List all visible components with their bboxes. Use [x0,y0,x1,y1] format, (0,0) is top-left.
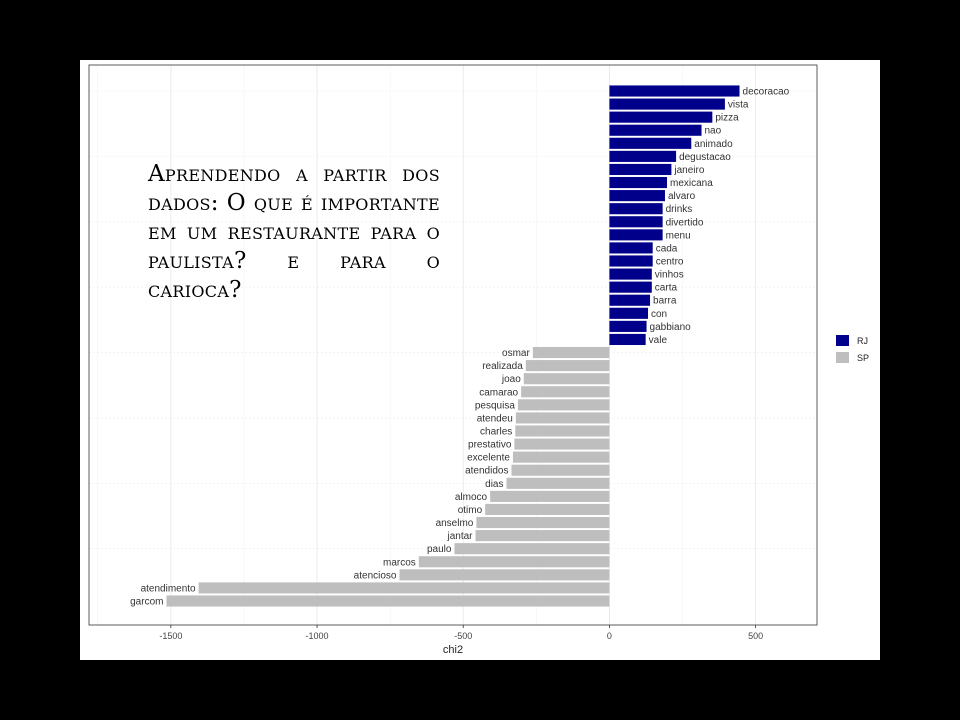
bar-label-degustacao: degustacao [679,152,731,163]
bar-barra [609,294,651,306]
bar-vale [609,333,646,346]
bar-label-atencioso: atencioso [354,570,397,581]
bar-pesquisa [517,399,610,411]
bar-decoracao [609,85,740,97]
bar-menu [609,229,663,241]
bar-label-barra: barra [653,296,677,307]
bar-anselmo [476,516,610,529]
bar-carta [609,281,652,293]
bar-label-otimo: otimo [458,505,483,516]
bars [166,85,740,607]
bar-label-camarao: camarao [479,387,518,398]
bar-degustacao [609,150,677,162]
bar-label-atendeu: atendeu [477,413,513,424]
legend-key-RJ [836,335,849,346]
bar-label-dias: dias [485,479,503,490]
bar-label-realizada: realizada [482,361,523,372]
bar-alvaro [609,190,665,202]
bar-label-pesquisa: pesquisa [475,400,515,411]
legend-label-RJ: RJ [857,336,868,346]
bar-almoco [490,490,610,502]
bar-label-excelente: excelente [467,453,510,464]
bar-label-carta: carta [655,283,678,294]
bar-label-jantar: jantar [446,531,473,542]
bar-label-charles: charles [480,427,512,438]
bar-otimo [485,503,610,516]
bar-label-nao: nao [705,126,722,137]
bar-realizada [525,360,610,372]
slide: decoracao vista pizza nao animado degustacao j… [80,60,880,660]
x-tick-label: -1000 [306,631,329,641]
bar-label-menu: menu [666,230,691,241]
bar-animado [609,137,692,149]
bar-con [609,307,649,319]
bar-label-cada: cada [656,243,678,254]
x-tick-label: -1500 [159,631,182,641]
bar-label-con: con [651,309,667,320]
bar-drinks [609,203,663,215]
bar-marcos [418,556,610,568]
bar-label-prestativo: prestativo [468,440,512,451]
bar-dias [506,477,610,489]
bar-label-vista: vista [728,100,749,111]
bar-label-drinks: drinks [666,204,693,215]
bar-divertido [609,216,663,228]
bar-osmar [532,346,610,359]
bar-atencioso [399,569,610,581]
bar-pizza [609,111,713,123]
bar-label-garcom: garcom [130,597,163,608]
x-tick-label: 500 [748,631,763,641]
bar-janeiro [609,163,672,176]
x-tick-label: -500 [454,631,472,641]
bar-atendidos [511,464,610,476]
legend-key-SP [836,352,849,363]
bar-jantar [475,530,610,542]
bar-mexicana [609,176,668,189]
bar-label-alvaro: alvaro [668,191,696,202]
bar-label-marcos: marcos [383,557,416,568]
bar-label-anselmo: anselmo [436,518,474,529]
bar-label-mexicana: mexicana [670,178,713,189]
x-axis-title: chi2 [443,644,463,656]
bar-label-vinhos: vinhos [655,270,684,281]
bar-label-almoco: almoco [455,492,488,503]
bar-label-atendimento: atendimento [141,583,196,594]
bar-label-pizza: pizza [715,113,739,124]
bar-label-osmar: osmar [502,348,530,359]
bar-labels: decoracao vista pizza nao animado degustacao j… [130,87,790,608]
x-axis: -1500 -1000 -500 0 500 [159,625,763,641]
legend-label-SP: SP [857,353,869,363]
legend: RJ SP [836,335,869,363]
bar-label-animado: animado [694,139,733,150]
bar-label-gabbiano: gabbiano [650,322,692,333]
chi2-bar-chart: decoracao vista pizza nao animado degustacao j… [88,64,869,656]
bar-label-janeiro: janeiro [673,165,704,176]
x-tick-label: 0 [607,631,612,641]
bar-vinhos [609,268,652,280]
grid [89,65,817,625]
bar-centro [609,255,653,267]
bar-cada [609,242,653,254]
bar-label-joao: joao [501,374,521,385]
bar-paulo [454,543,610,555]
bar-nao [609,124,702,136]
panel-border [88,64,818,626]
bar-joao [523,373,610,385]
bar-label-paulo: paulo [427,544,452,555]
bar-excelente [512,451,610,463]
bar-gabbiano [609,320,647,332]
bar-camarao [521,386,610,398]
bar-charles [515,425,610,437]
bar-atendimento [198,582,610,594]
bar-label-atendidos: atendidos [465,466,508,477]
bar-label-vale: vale [649,335,668,346]
bar-prestativo [514,438,610,450]
bar-label-decoracao: decoracao [743,87,790,98]
slide-title: Aprendendo a partir dos dados: O que é i… [148,161,440,303]
bar-label-centro: centro [656,257,684,268]
bar-atendeu [515,412,610,424]
bar-garcom [166,595,610,607]
bar-label-divertido: divertido [666,217,704,228]
bar-vista [609,98,725,110]
